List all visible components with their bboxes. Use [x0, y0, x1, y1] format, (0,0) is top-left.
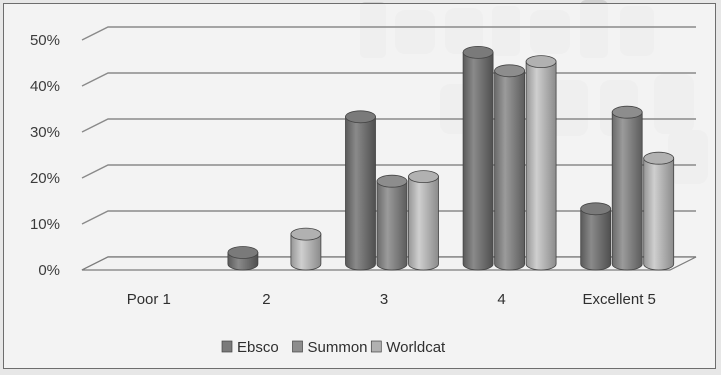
bar-ebsco-2 [227, 246, 259, 271]
bar-summon-excellent-5 [611, 105, 643, 271]
y-tick-label: 50% [30, 32, 60, 49]
legend-item-summon: Summon [292, 339, 368, 356]
x-axis-ticks: Poor 1 2 3 4 Excellent 5 [127, 291, 656, 308]
bar-ebsco-3 [345, 110, 376, 271]
bar-ebsco-4 [462, 46, 494, 271]
x-tick-label: Poor 1 [127, 291, 171, 308]
gridline [81, 118, 696, 133]
bar-worldcat-2 [290, 227, 322, 271]
y-tick-label: 0% [38, 262, 60, 279]
bar-summon-4 [494, 64, 526, 271]
legend-label: Summon [308, 339, 368, 356]
legend-label: Worldcat [386, 339, 446, 356]
gridline [81, 26, 696, 41]
legend-swatch [370, 340, 382, 353]
x-tick-label: 3 [380, 291, 388, 308]
legend-item-worldcat: Worldcat [370, 339, 446, 356]
legend: Ebsco Summon Worldcat [221, 339, 446, 356]
y-tick-label: 10% [30, 216, 60, 233]
bar-ebsco-excellent-5 [580, 202, 612, 271]
legend-swatch [292, 340, 303, 353]
x-tick-label: 4 [497, 291, 505, 308]
bars [227, 46, 675, 271]
bar-summon-3 [376, 174, 408, 271]
legend-swatch [221, 340, 233, 353]
bar-worldcat-3 [408, 170, 439, 271]
legend-item-ebsco: Ebsco [221, 339, 279, 356]
bar-worldcat-excellent-5 [643, 151, 675, 271]
y-axis-ticks: 0% 10% 20% 30% 40% 50% [30, 32, 60, 279]
bar-worldcat-4 [525, 55, 557, 271]
y-tick-label: 40% [30, 78, 60, 95]
legend-label: Ebsco [237, 339, 279, 356]
gridline [81, 72, 696, 87]
x-tick-label: Excellent 5 [583, 291, 656, 308]
y-tick-label: 30% [30, 124, 60, 141]
y-tick-label: 20% [30, 170, 60, 187]
x-tick-label: 2 [262, 291, 270, 308]
